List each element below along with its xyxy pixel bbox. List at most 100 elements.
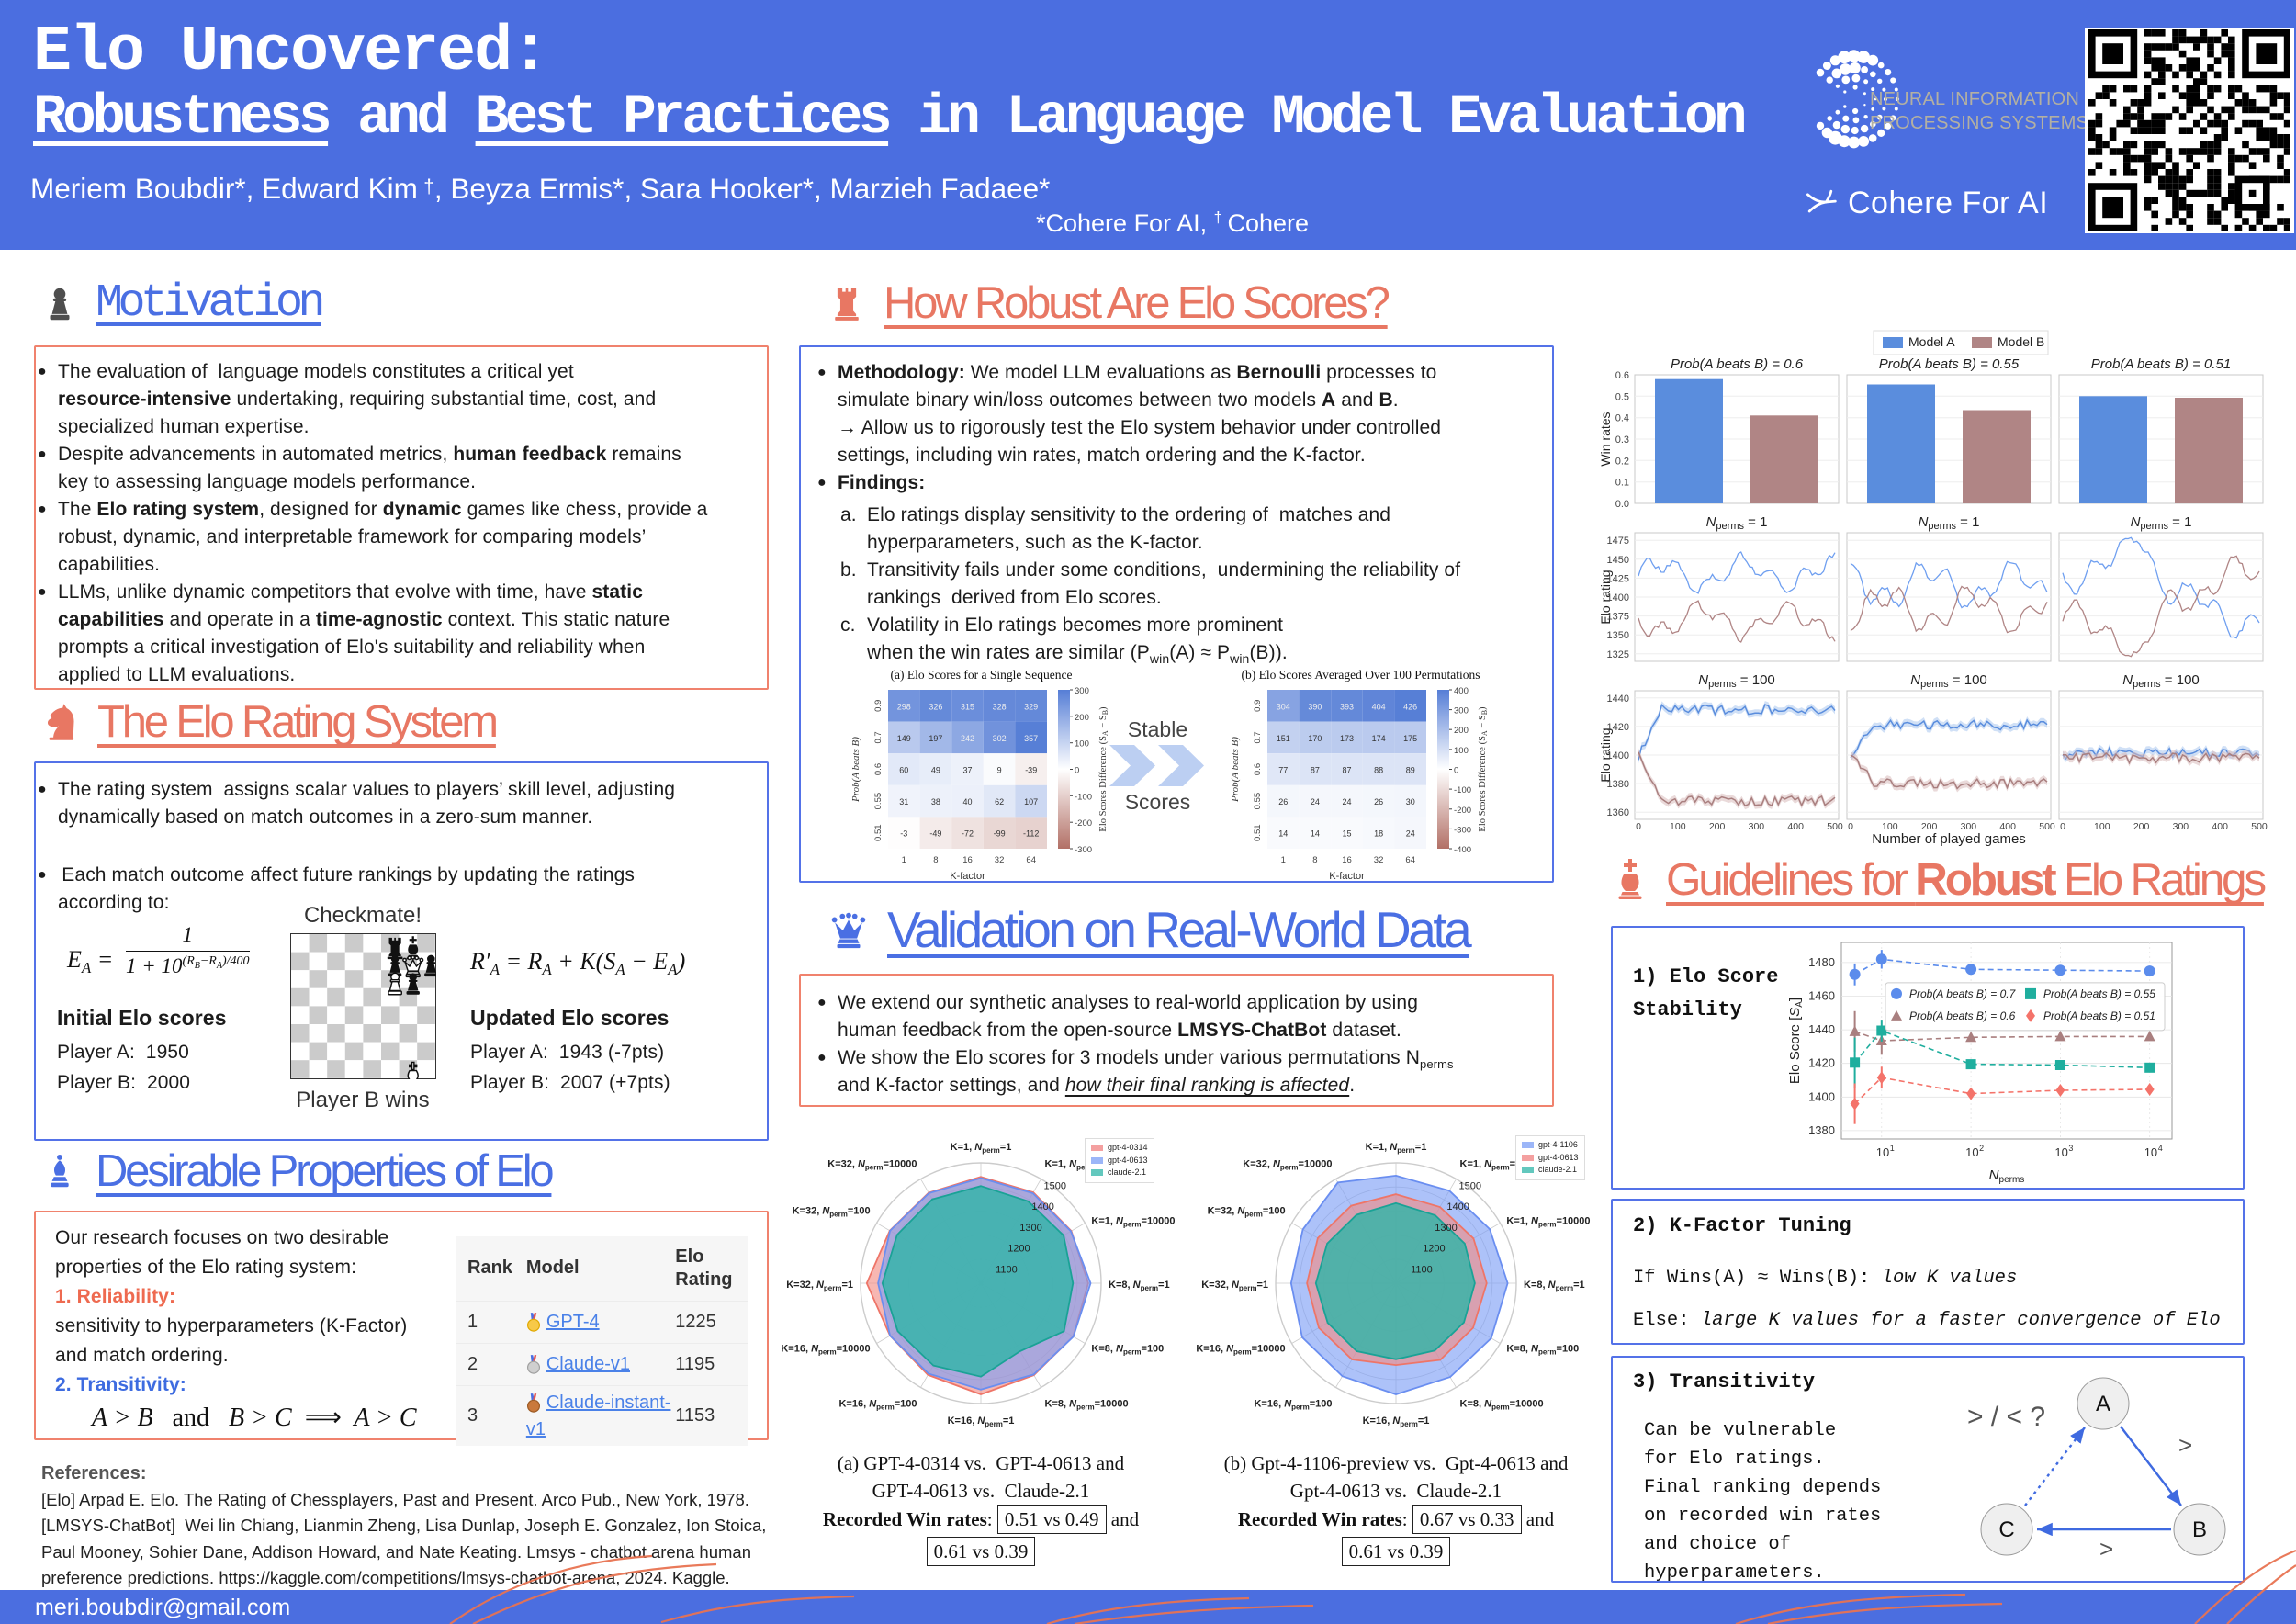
svg-text:400: 400	[1999, 821, 2016, 832]
svg-text:0.9: 0.9	[1253, 700, 1263, 712]
svg-text:315: 315	[961, 702, 974, 711]
svg-text:0.1: 0.1	[1615, 478, 1629, 489]
svg-text:1100: 1100	[1411, 1264, 1433, 1275]
svg-text:1200: 1200	[1007, 1244, 1030, 1255]
svg-text:197: 197	[929, 734, 942, 743]
svg-text:242: 242	[961, 734, 974, 743]
svg-text:0.55: 0.55	[1253, 793, 1263, 810]
svg-text:1380: 1380	[1808, 1123, 1835, 1137]
svg-text:500: 500	[1827, 821, 1843, 832]
svg-text:-400: -400	[1454, 845, 1471, 855]
svg-text:151: 151	[1277, 734, 1290, 743]
svg-text:K=32, Nperm=100: K=32, Nperm=100	[1208, 1206, 1286, 1219]
svg-text:100: 100	[1670, 821, 1686, 832]
svg-text:10: 10	[1876, 1145, 1889, 1159]
svg-text:Prob(A beats B) = 0.55: Prob(A beats B) = 0.55	[2043, 987, 2155, 1000]
svg-text:0.0: 0.0	[1615, 499, 1629, 510]
svg-text:-200: -200	[1075, 818, 1092, 829]
svg-text:24: 24	[1342, 797, 1351, 806]
svg-text:1400: 1400	[1031, 1201, 1053, 1212]
svg-text:390: 390	[1308, 702, 1322, 711]
svg-text:B: B	[2192, 1517, 2207, 1542]
svg-text:32: 32	[995, 855, 1005, 865]
svg-text:1400: 1400	[1607, 592, 1629, 603]
svg-text:Nperms = 1: Nperms = 1	[1919, 514, 1980, 532]
svg-text:Prob(A beats B) = 0.7: Prob(A beats B) = 0.7	[1909, 987, 2017, 1000]
svg-text:300: 300	[1454, 706, 1469, 716]
svg-text:300: 300	[1075, 686, 1089, 696]
svg-text:9: 9	[997, 766, 1002, 775]
svg-text:K=16, Nperm=100: K=16, Nperm=100	[1254, 1398, 1332, 1411]
svg-text:K=1, Nperm=1: K=1, Nperm=1	[1366, 1142, 1427, 1155]
svg-text:0: 0	[1848, 821, 1853, 832]
svg-text:304: 304	[1277, 702, 1290, 711]
svg-text:Nperms: Nperms	[1989, 1167, 2025, 1185]
svg-text:500: 500	[2251, 821, 2268, 832]
svg-text:40: 40	[962, 797, 972, 806]
svg-text:38: 38	[931, 797, 940, 806]
svg-text:8: 8	[1312, 855, 1317, 865]
svg-text:Nperms = 100: Nperms = 100	[2122, 672, 2200, 690]
svg-text:0.51: 0.51	[873, 824, 884, 841]
svg-text:K=8, Nperm=10000: K=8, Nperm=10000	[1460, 1398, 1544, 1411]
svg-text:K=32, Nperm=100: K=32, Nperm=100	[793, 1206, 871, 1219]
svg-text:-100: -100	[1454, 785, 1471, 795]
svg-text:0: 0	[1075, 766, 1079, 776]
svg-text:K=16, Nperm=10000: K=16, Nperm=10000	[1196, 1344, 1285, 1357]
svg-text:-49: -49	[929, 829, 941, 839]
svg-text:Elo Score [SA]: Elo Score [SA]	[1787, 998, 1805, 1084]
svg-text:Number of played games: Number of played games	[1872, 831, 2026, 847]
svg-text:-39: -39	[1025, 766, 1037, 775]
svg-text:87: 87	[1311, 766, 1320, 775]
svg-text:0.7: 0.7	[873, 731, 884, 743]
svg-text:0.4: 0.4	[1615, 413, 1629, 424]
svg-text:K=32, Nperm=10000: K=32, Nperm=10000	[1243, 1159, 1332, 1172]
svg-text:0.5: 0.5	[1615, 391, 1629, 402]
svg-text:10: 10	[2144, 1145, 2157, 1159]
svg-text:49: 49	[931, 766, 940, 775]
svg-text:1480: 1480	[1808, 955, 1835, 969]
svg-text:200: 200	[1075, 713, 1089, 723]
svg-text:Win rates: Win rates	[1598, 412, 1613, 466]
svg-text:426: 426	[1403, 702, 1417, 711]
svg-text:200: 200	[1454, 726, 1469, 736]
svg-text:K=32, Nperm=1: K=32, Nperm=1	[1201, 1280, 1268, 1292]
svg-text:16: 16	[962, 855, 973, 865]
svg-text:1200: 1200	[1423, 1244, 1445, 1255]
svg-text:326: 326	[929, 702, 942, 711]
svg-text:357: 357	[1024, 734, 1038, 743]
svg-text:107: 107	[1024, 797, 1038, 806]
svg-text:Elo Scores Difference (SA − SB: Elo Scores Difference (SA − SB)	[1098, 706, 1109, 832]
svg-text:1: 1	[1281, 855, 1286, 865]
svg-text:1500: 1500	[1459, 1181, 1481, 1192]
svg-text:3: 3	[2068, 1144, 2073, 1153]
svg-text:400: 400	[1787, 821, 1804, 832]
svg-text:Elo Scores Difference (SA − SB: Elo Scores Difference (SA − SB)	[1478, 706, 1489, 832]
svg-text:1325: 1325	[1607, 649, 1629, 660]
svg-text:0.51: 0.51	[1253, 824, 1263, 841]
svg-text:-300: -300	[1454, 825, 1471, 835]
svg-text:1100: 1100	[996, 1264, 1018, 1275]
svg-text:14: 14	[1311, 829, 1320, 839]
svg-text:1440: 1440	[1607, 694, 1629, 705]
svg-text:64: 64	[1405, 855, 1415, 865]
svg-text:87: 87	[1342, 766, 1351, 775]
svg-text:30: 30	[1406, 797, 1415, 806]
svg-text:-72: -72	[962, 829, 974, 839]
svg-text:0.55: 0.55	[873, 793, 884, 810]
svg-text:1400: 1400	[1446, 1201, 1469, 1212]
svg-text:Prob(A beats B) = 0.51: Prob(A beats B) = 0.51	[2091, 356, 2231, 372]
svg-text:0.6: 0.6	[1615, 370, 1629, 381]
svg-text:15: 15	[1342, 829, 1351, 839]
svg-text:10: 10	[2054, 1145, 2067, 1159]
svg-text:Nperms = 1: Nperms = 1	[1706, 514, 1768, 532]
svg-text:2: 2	[1979, 1144, 1984, 1153]
svg-text:K=1, Nperm=10000: K=1, Nperm=10000	[1506, 1216, 1590, 1229]
svg-text:393: 393	[1340, 702, 1354, 711]
svg-text:170: 170	[1308, 734, 1322, 743]
svg-text:1350: 1350	[1607, 630, 1629, 641]
svg-text:62: 62	[995, 797, 1004, 806]
svg-text:-100: -100	[1075, 792, 1092, 802]
svg-text:60: 60	[899, 766, 908, 775]
svg-text:0.3: 0.3	[1615, 434, 1629, 445]
